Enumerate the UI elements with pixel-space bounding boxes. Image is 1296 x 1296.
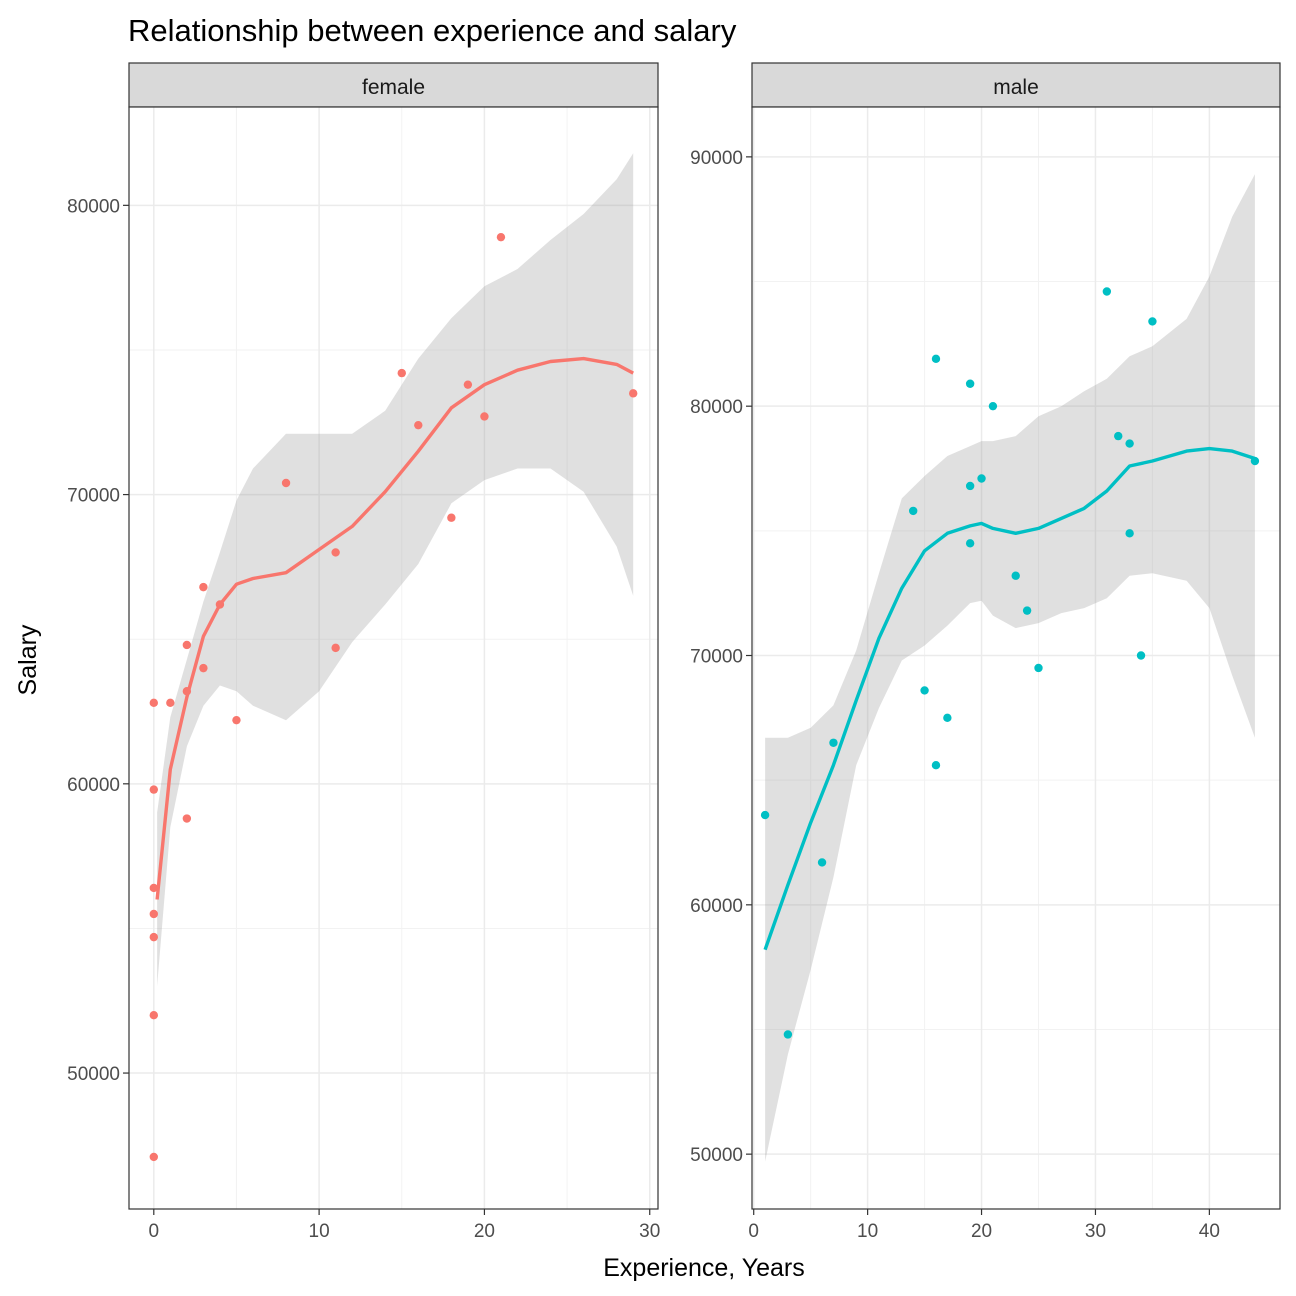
data-point [166,698,175,708]
confidence-band [157,153,634,987]
data-point [149,932,158,942]
data-point [908,506,918,516]
data-point [931,354,941,364]
data-point [988,401,998,411]
x-tick-label: 10 [857,1221,878,1242]
plot-background [129,107,658,1209]
y-tick-label: 90000 [690,148,743,169]
smooth-line [155,356,634,900]
facet-strip-label: male [993,76,1039,99]
y-tick-label: 60000 [67,775,120,796]
data-point [817,858,827,867]
data-point [397,368,406,378]
data-point [480,412,489,421]
data-point [1011,571,1020,580]
y-tick-label: 80000 [67,196,120,217]
data-point [1148,317,1157,326]
data-point [920,686,929,695]
data-point [496,232,506,242]
x-tick-label: 0 [748,1221,759,1242]
data-point [199,582,208,592]
data-point [943,713,952,723]
x-tick-label: 30 [1085,1221,1106,1242]
data-point [463,380,473,389]
x-axis-title: Experience, Years [603,1254,805,1282]
data-point [931,761,941,770]
data-point [149,883,158,893]
data-point [1034,663,1043,673]
data-point [965,539,975,548]
data-point [783,1030,793,1039]
data-point [149,698,158,708]
data-point [331,548,340,557]
data-point [149,1152,158,1162]
facet-strip [128,62,659,108]
x-tick-label: 20 [474,1221,495,1242]
facet-strip-label: female [362,76,425,99]
data-point [965,481,975,491]
data-point [1125,529,1134,538]
y-tick-label: 80000 [690,397,743,418]
data-point [977,474,986,483]
y-tick-label: 50000 [690,1145,743,1166]
facet-panel-male: male 0 10 20 30 40 50000 60000 70000 80000 90000 [690,62,1281,1242]
confidence-band [765,174,1255,1162]
data-point [149,1011,158,1020]
x-tick-label: 10 [309,1221,330,1242]
data-point [281,478,291,488]
data-point [182,640,192,650]
data-point [182,814,192,823]
y-tick-label: 70000 [690,647,743,668]
x-tick-label: 0 [149,1221,160,1242]
y-tick-label: 60000 [690,896,743,917]
y-tick-label: 70000 [67,486,120,507]
facet-strip [751,62,1281,108]
x-tick-label: 20 [971,1221,992,1242]
data-point [199,663,208,673]
data-point [149,909,158,919]
data-point [149,785,158,794]
data-point [1022,606,1032,615]
data-point [760,810,770,820]
data-point [331,643,340,653]
panel-border [751,106,1281,1210]
facet-panel-female: female 0 10 20 30 50000 60000 70000 80000 [67,62,660,1242]
chart-title: Relationship between experience and sala… [128,13,737,48]
panel-border [128,106,659,1210]
data-point [1102,287,1112,296]
data-point [965,379,975,388]
data-point [232,715,241,725]
data-point [829,738,838,747]
y-tick-label: 50000 [67,1064,120,1085]
data-point [1136,651,1146,660]
x-tick-label: 40 [1199,1221,1220,1242]
data-point [629,389,638,398]
y-axis-title: Salary [14,624,42,695]
smooth-line [763,446,1256,951]
data-point [1125,439,1134,448]
data-point [1114,431,1123,441]
plot-background [752,107,1280,1209]
data-point [447,513,456,522]
data-point [414,420,423,430]
x-tick-label: 30 [639,1221,660,1242]
